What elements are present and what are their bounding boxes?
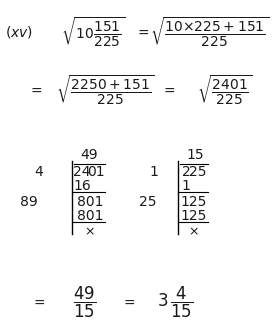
- Text: 1: 1: [149, 165, 158, 179]
- Text: 24: 24: [73, 165, 91, 179]
- Text: 4: 4: [34, 165, 43, 179]
- Text: 25: 25: [138, 195, 156, 209]
- Text: $\sqrt{\dfrac{2401}{225}}$: $\sqrt{\dfrac{2401}{225}}$: [197, 73, 253, 107]
- Text: 125: 125: [181, 209, 207, 223]
- Text: 2: 2: [182, 165, 190, 179]
- Text: ×: ×: [85, 225, 95, 238]
- Text: $=$: $=$: [31, 295, 45, 309]
- Text: $\sqrt{\dfrac{10{\times}225+151}{225}}$: $\sqrt{\dfrac{10{\times}225+151}{225}}$: [150, 15, 270, 49]
- Text: 25: 25: [189, 165, 207, 179]
- Text: $\dfrac{49}{15}$: $\dfrac{49}{15}$: [73, 284, 96, 320]
- Text: 15: 15: [186, 148, 204, 162]
- Text: $\sqrt{10\dfrac{151}{225}}$: $\sqrt{10\dfrac{151}{225}}$: [61, 15, 125, 49]
- Text: $\sqrt{\dfrac{2250+151}{225}}$: $\sqrt{\dfrac{2250+151}{225}}$: [56, 73, 154, 107]
- Text: 49: 49: [80, 148, 98, 162]
- Text: 1: 1: [182, 179, 190, 193]
- Text: $(xv)$: $(xv)$: [5, 24, 33, 40]
- Text: 801: 801: [77, 209, 103, 223]
- Text: 801: 801: [77, 195, 103, 209]
- Text: $=$: $=$: [28, 83, 43, 97]
- Text: 125: 125: [181, 195, 207, 209]
- Text: 16: 16: [73, 179, 91, 193]
- Text: 89: 89: [20, 195, 38, 209]
- Text: $=$: $=$: [135, 25, 149, 39]
- Text: ×: ×: [189, 225, 199, 238]
- Text: $3\,\dfrac{4}{15}$: $3\,\dfrac{4}{15}$: [157, 284, 193, 320]
- Text: $=$: $=$: [161, 83, 175, 97]
- Text: $=$: $=$: [121, 295, 135, 309]
- Text: 01: 01: [87, 165, 105, 179]
